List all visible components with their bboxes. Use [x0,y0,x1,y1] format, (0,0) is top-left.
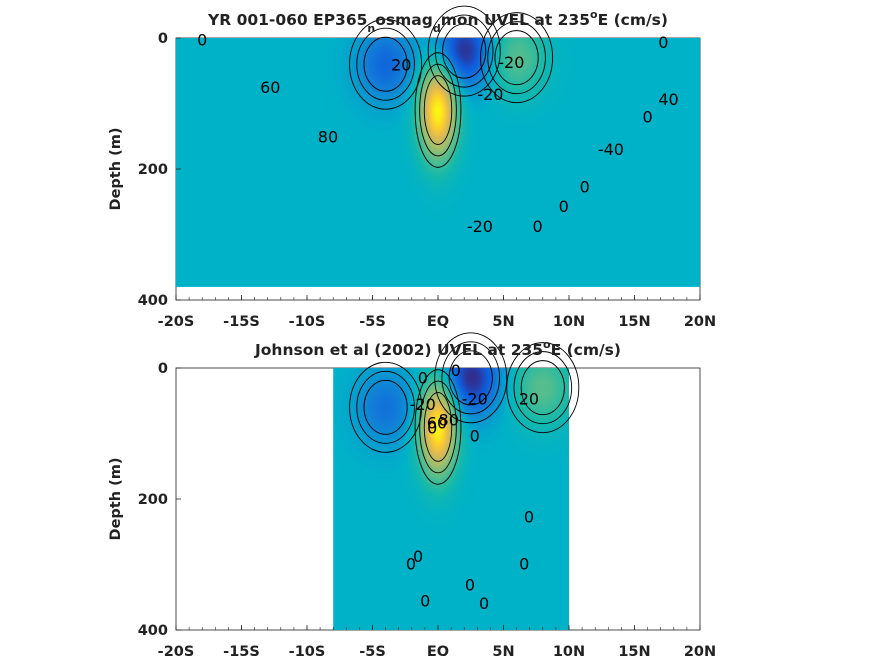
y-tick-label: 200 [138,162,168,178]
contour-label: -20 [410,395,436,414]
title-part: o [590,8,598,21]
y-axis-label: Depth (m) [108,128,124,211]
contour-label: 0 [406,555,416,574]
contour-line [363,379,408,435]
x-tick-label: EQ [427,314,449,330]
chart-title: Johnson et al (2002) UVEL at 235oE (cm/s… [254,338,621,359]
contour-label: 0 [420,591,430,610]
y-tick-label: 0 [158,361,168,377]
title-part: o [543,338,551,351]
contour-label: 20 [519,390,539,409]
contour-label: 60 [427,413,447,432]
title-part: mon UVEL at 235 [441,11,590,29]
contour-line [427,5,501,97]
contour-label: 0 [413,547,423,566]
contour-line [414,52,462,168]
x-tick-label: -5S [359,314,386,330]
contour-line [419,63,457,157]
contour-line [356,27,415,101]
contour-label: 0 [519,555,529,574]
contour-label: 80 [439,411,459,430]
y-tick-label: 400 [138,623,168,639]
title-part: n [367,22,375,35]
x-tick-label: 15N [618,314,650,330]
title-part: E (cm/s) [598,11,668,29]
x-tick-label: 20N [684,644,716,656]
x-tick-label: 15N [618,644,650,656]
x-tick-label: -15S [223,314,260,330]
contour-line [419,380,457,474]
contour-label: -20 [498,53,524,72]
x-tick-label: -10S [289,314,326,330]
contour-label: 0 [451,361,461,380]
contour-line [349,18,423,110]
contour-line [423,392,453,462]
contour-label: 0 [465,576,475,595]
contour-label: 0 [479,594,489,613]
contour-line [442,23,487,79]
x-tick-label: 5N [492,314,514,330]
x-tick-label: 10N [553,644,585,656]
contour-label: 60 [260,78,280,97]
contour-label: 0 [532,217,542,236]
contour-line [434,332,508,424]
y-tick-label: 200 [138,492,168,508]
contour-line [363,36,408,92]
x-tick-label: -20S [158,314,195,330]
contour-line [349,361,423,453]
velocity-field [176,38,700,287]
contour-line [441,341,501,415]
x-tick-label: 10N [553,314,585,330]
contour-label: 0 [658,33,668,52]
contour-line [480,12,554,104]
contour-label: 0 [197,30,207,49]
contour-label: 0 [470,426,480,445]
contour-label: -20 [477,85,503,104]
velocity-field [333,368,569,630]
contour-line [356,370,415,444]
y-tick-label: 0 [158,31,168,47]
y-axis-label: Depth (m) [108,458,124,541]
contour-label: 40 [658,90,678,109]
contour-line [434,14,494,88]
contour-label: 0 [643,108,653,127]
title-part: YR 001-060 EP365 [207,11,367,29]
contour-line [494,30,539,86]
contour-line [513,351,573,425]
contour-line [487,21,546,95]
contour-line [506,342,580,434]
title-part: Johnson et al (2002) UVEL at 235 [254,341,543,359]
contour-line [414,369,462,485]
contour-label: 0 [559,197,569,216]
contour-line [520,360,565,416]
x-tick-label: 20N [684,314,716,330]
contour-label: -20 [467,217,493,236]
contour-label: -20 [462,390,488,409]
contour-line [448,350,493,406]
contour-label: 0 [524,508,534,527]
contour-label: -40 [598,140,624,159]
contour-label: 0 [427,419,437,438]
contour-label: 0 [580,177,590,196]
chart-title: YR 001-060 EP365nosmagdmon UVEL at 235oE… [207,8,668,35]
contour-label: 0 [418,369,428,388]
contour-label: 80 [318,128,338,147]
x-tick-label: -5S [359,644,386,656]
x-tick-label: EQ [427,644,449,656]
title-part: d [433,22,441,35]
contour-label: 20 [391,55,411,74]
x-tick-label: -20S [158,644,195,656]
x-tick-label: -15S [223,644,260,656]
contour-line [423,75,453,145]
title-part: E (cm/s) [551,341,621,359]
x-tick-label: 5N [492,644,514,656]
title-part: osmag [375,11,433,29]
y-tick-label: 400 [138,293,168,309]
x-tick-label: -10S [289,644,326,656]
